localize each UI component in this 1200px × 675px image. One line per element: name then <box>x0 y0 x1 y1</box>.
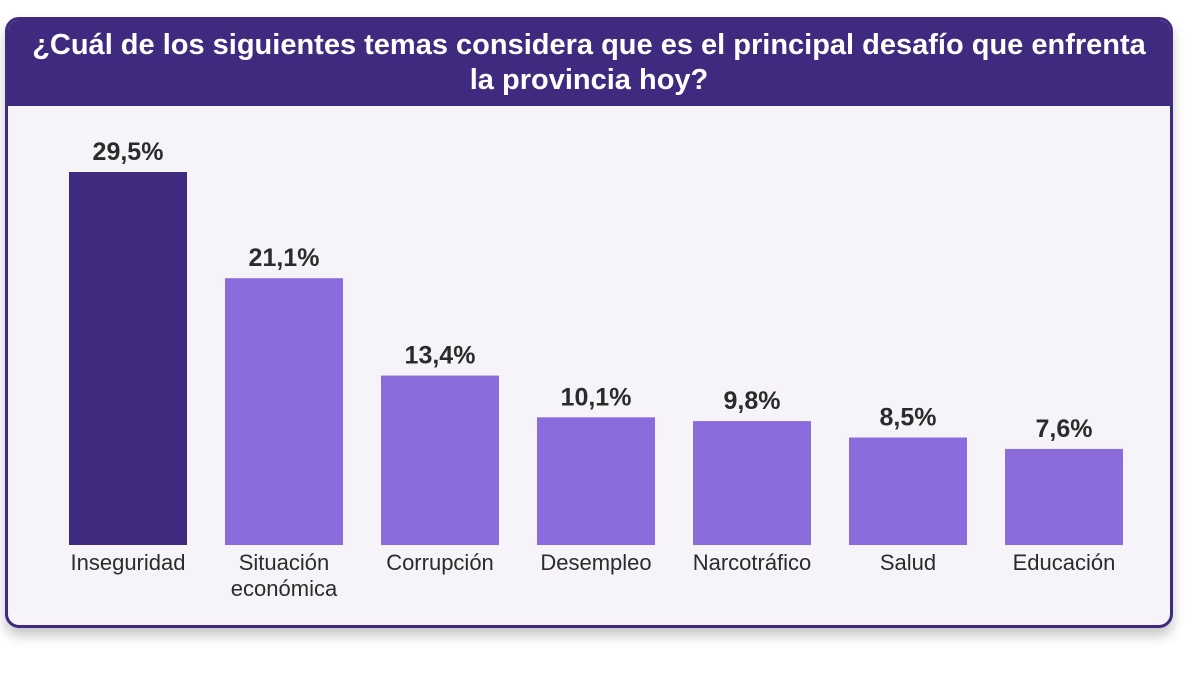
value-label-desempleo: 10,1% <box>561 383 632 411</box>
value-label-situacion-economica: 21,1% <box>249 244 320 272</box>
value-label-salud: 8,5% <box>880 404 937 432</box>
category-label-desempleo: Desempleo <box>540 550 651 575</box>
category-label-corrupcion: Corrupción <box>386 550 494 575</box>
chart-header: ¿Cuál de los siguientes temas considera … <box>8 20 1170 106</box>
category-label-inseguridad: Inseguridad <box>71 550 186 575</box>
bar-salud <box>849 437 967 545</box>
value-label-educacion: 7,6% <box>1036 415 1093 443</box>
value-label-inseguridad: 29,5% <box>93 138 164 166</box>
category-label-salud: Salud <box>880 550 936 575</box>
bar-situacion-economica <box>225 278 343 545</box>
bar-corrupcion <box>381 375 499 545</box>
chart-title: ¿Cuál de los siguientes temas considera … <box>32 29 1146 96</box>
bar-narcotrafico <box>693 421 811 545</box>
value-label-corrupcion: 13,4% <box>405 342 476 370</box>
value-label-narcotrafico: 9,8% <box>724 387 781 415</box>
bar-inseguridad <box>69 172 187 545</box>
category-label-situacion-economica: Situación económica <box>231 550 338 601</box>
bar-educacion <box>1005 448 1123 545</box>
bar-desempleo <box>537 417 655 545</box>
category-label-narcotrafico: Narcotráfico <box>693 550 812 575</box>
category-label-educacion: Educación <box>1013 550 1116 575</box>
